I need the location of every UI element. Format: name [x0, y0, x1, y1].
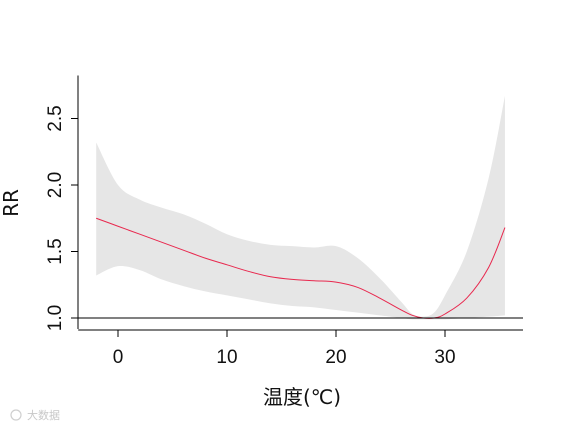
confidence-band: [96, 95, 505, 320]
y-tick-label: 1.5: [45, 238, 66, 264]
x-tick-label: 0: [113, 347, 124, 368]
watermark-text: 大数据: [27, 408, 60, 422]
x-tick-label: 30: [434, 347, 455, 368]
x-tick-label: 10: [216, 347, 237, 368]
x-tick-label: 20: [325, 347, 346, 368]
rr-curve: [96, 217, 506, 319]
axes: 1.0 1.5 2.0 2.5 0 10 20 30: [45, 75, 523, 368]
y-tick-label: 2.5: [45, 105, 66, 131]
y-tick-label: 2.0: [45, 172, 66, 198]
y-tick-label: 1.0: [45, 305, 66, 331]
y-axis-title: RR: [0, 189, 23, 217]
x-axis-title: 温度(℃): [263, 385, 341, 409]
watermark: 大数据: [10, 408, 60, 422]
watermark-icon: [10, 409, 22, 421]
plot-area: [96, 95, 506, 320]
